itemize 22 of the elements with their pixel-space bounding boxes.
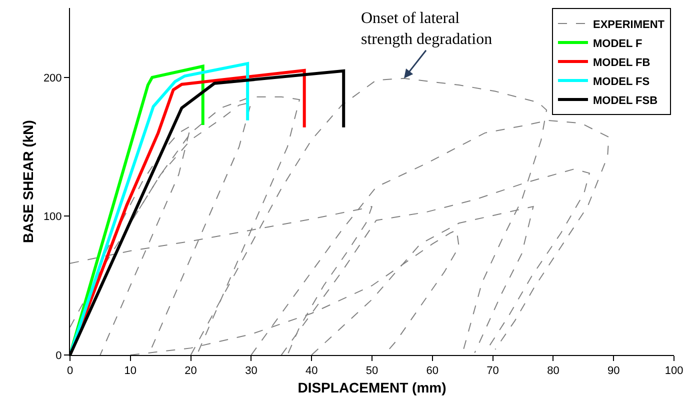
x-tick-label: 30 [245,365,258,378]
x-tick-label: 10 [124,365,137,378]
x-tick-label: 100 [664,365,684,378]
y-tick-label: 200 [43,72,62,84]
legend-label: MODEL FS [592,76,650,88]
y-tick-label: 0 [56,350,62,362]
x-tick-label: 60 [426,365,439,378]
legend-label: MODEL FSB [592,94,658,107]
x-axis-title: DISPLACEMENT (mm) [298,380,446,396]
y-axis-title: BASE SHEAR (kN) [20,120,36,243]
x-tick-label: 70 [486,365,499,378]
x-tick-label: 50 [366,365,378,378]
x-tick-label: 90 [607,365,620,378]
legend-label: EXPERIMENT [592,18,665,31]
x-tick-label: 20 [184,365,197,378]
x-tick-label: 80 [547,365,560,378]
y-tick-label: 100 [43,211,62,224]
legend-label: MODEL FB [592,56,650,69]
annotation: Onset of lateral strength degradation [361,10,492,48]
x-tick-label: 0 [66,365,74,378]
x-tick-label: 40 [305,365,318,378]
legend-label: MODEL F [592,38,643,50]
